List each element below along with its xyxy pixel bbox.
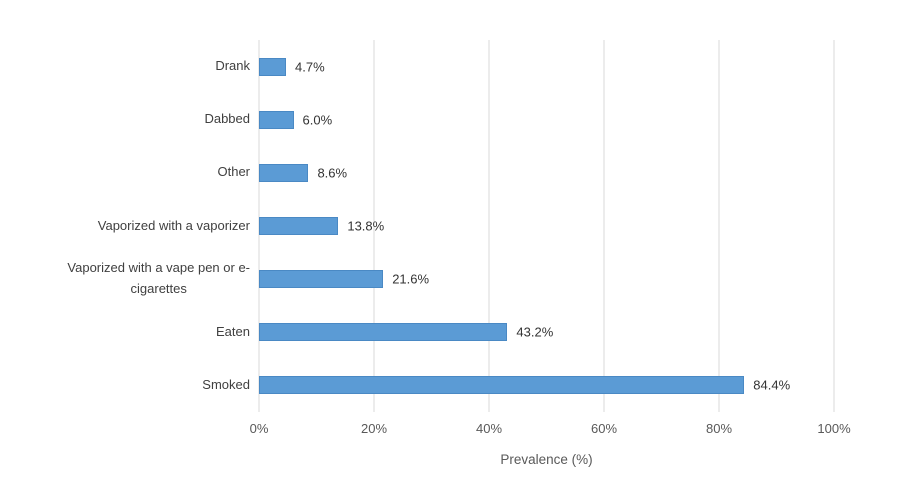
- bar-drank: [259, 57, 287, 76]
- value-label: 4.7%: [295, 59, 325, 75]
- bar-row: 6.0%: [259, 93, 834, 146]
- x-tick-label: 60%: [590, 421, 618, 436]
- gridline-60%: [603, 40, 605, 412]
- plot-area: 4.7% 6.0% 8.6% 13.8% 21.6% 43.2% 84.4%: [258, 40, 835, 412]
- gridline-40%: [488, 40, 490, 412]
- bar-row: 21.6%: [259, 253, 834, 306]
- value-label: 43.2%: [516, 324, 554, 340]
- bar-dabbed: [259, 110, 294, 129]
- x-axis-ticks: 0% 20% 40% 60% 80% 100%: [250, 421, 851, 439]
- gridline-20%: [373, 40, 375, 412]
- category-label: Vaporized with a vape pen or e- cigarett…: [67, 260, 250, 297]
- value-label: 8.6%: [317, 165, 348, 181]
- bar-row: 8.6%: [259, 146, 834, 199]
- category-label: Drank: [215, 58, 250, 74]
- bar-row: 13.8%: [259, 199, 834, 252]
- category-axis: Drank Dabbed Other Vaporized with a vaporiz…: [0, 40, 250, 412]
- bar-row: 43.2%: [259, 306, 834, 359]
- category-label: Dabbed: [204, 111, 250, 127]
- gridline-80%: [718, 40, 720, 412]
- category-label: Vaporized with a vaporizer: [97, 217, 250, 233]
- value-label: 13.8%: [347, 218, 385, 234]
- bar-vaporized-with-a-vape-pen-or-e-cigarettes: [259, 270, 384, 289]
- bar-smoked: [259, 376, 745, 395]
- bar-eaten: [259, 323, 508, 342]
- category-label: Smoked: [202, 377, 250, 393]
- value-label: 21.6%: [392, 271, 430, 287]
- bar-row: 84.4%: [259, 359, 834, 412]
- value-label: 84.4%: [753, 377, 791, 393]
- bar-vaporized-with-a-vaporizer: [259, 216, 339, 235]
- x-axis-title: Prevalence (%): [500, 452, 593, 467]
- bar-row: 4.7%: [259, 40, 834, 93]
- x-tick-label: 40%: [475, 421, 503, 436]
- category-label: Other: [217, 164, 250, 180]
- x-tick-label: 0%: [249, 421, 269, 436]
- gridline-100%: [833, 40, 835, 412]
- category-label: Eaten: [216, 323, 250, 339]
- x-tick-label: 20%: [360, 421, 388, 436]
- bar-other: [259, 163, 309, 182]
- x-tick-label: 100%: [817, 421, 851, 436]
- value-label: 6.0%: [302, 112, 333, 128]
- x-tick-label: 80%: [705, 421, 733, 436]
